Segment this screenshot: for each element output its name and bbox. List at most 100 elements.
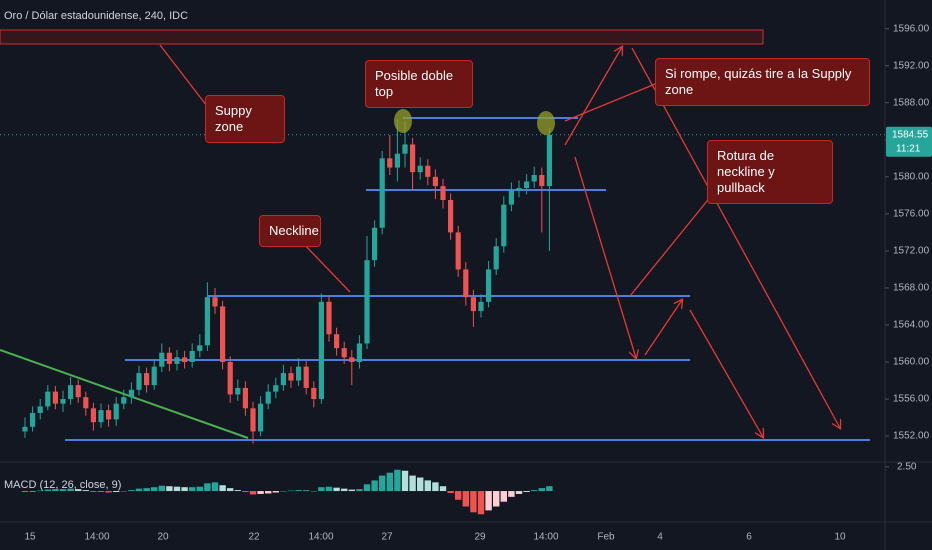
countdown-label: 11:21 — [896, 143, 921, 154]
x-tick-label: Feb — [597, 532, 615, 543]
y-tick-label: 1576.00 — [893, 209, 930, 220]
candle-body — [516, 187, 522, 191]
candle-body — [258, 403, 264, 432]
candle-body — [394, 153, 400, 168]
histogram-bar — [371, 480, 378, 492]
histogram-bar — [280, 491, 287, 492]
y-tick-label: 1580.00 — [893, 171, 930, 182]
candle-body — [68, 385, 74, 400]
x-tick-label: 27 — [381, 532, 393, 543]
histogram-bar — [234, 490, 241, 492]
histogram-bar — [295, 490, 302, 492]
candle-body — [432, 176, 438, 187]
histogram-bar — [120, 491, 127, 492]
candle-body — [45, 391, 51, 407]
candle-body — [364, 260, 370, 344]
candle-body — [455, 232, 461, 270]
candle-body — [60, 399, 66, 404]
candle-body — [417, 165, 423, 173]
candle-body — [197, 345, 203, 351]
histogram-bar — [401, 470, 409, 492]
histogram-bar — [52, 489, 59, 492]
arrow — [689, 309, 763, 437]
callout-pointer — [159, 44, 211, 111]
candle-body — [250, 408, 256, 432]
axes: 1596.001592.001588.001584.001580.001576.… — [24, 23, 932, 543]
x-tick-label: 4 — [657, 532, 663, 543]
y-tick-label: 1552.00 — [893, 431, 930, 442]
candle-body — [235, 387, 241, 395]
highlight — [537, 111, 555, 135]
supply-zone — [0, 29, 764, 45]
candle-body — [75, 385, 81, 398]
histogram-bar — [341, 488, 348, 492]
last-price-label: 1584.55 — [892, 129, 929, 140]
x-tick-label: 20 — [157, 532, 169, 543]
histogram-bar — [211, 482, 219, 492]
histogram-bar — [227, 488, 234, 492]
histogram-bar — [67, 488, 74, 492]
last-price-box — [886, 126, 932, 157]
x-tick-label: 6 — [746, 532, 752, 543]
histogram-bar — [546, 486, 553, 492]
drawings — [0, 29, 870, 441]
candle-body — [98, 410, 104, 423]
histogram-bar — [75, 489, 82, 492]
histogram-bar — [515, 491, 523, 494]
y-tick-label: 1556.00 — [893, 394, 930, 405]
candle-body — [166, 352, 172, 364]
y-tick-label: 1560.00 — [893, 357, 930, 368]
histogram-bar — [105, 491, 112, 493]
histogram-bar — [173, 486, 181, 492]
candle-body — [273, 385, 279, 392]
histogram-bar — [318, 487, 325, 492]
callout-pointer — [564, 81, 661, 122]
histogram-bar — [439, 486, 447, 492]
candle-body — [151, 366, 157, 386]
candle-body — [174, 357, 180, 364]
candle-body — [425, 165, 431, 177]
histogram-bar — [462, 491, 469, 507]
histogram-bar — [531, 490, 538, 492]
annotation: Posible doble top — [365, 60, 473, 108]
histogram-bar — [348, 489, 355, 492]
y-tick-label: 2.50 — [897, 462, 917, 473]
x-tick-label: 15 — [24, 532, 36, 543]
candle-body — [463, 269, 469, 298]
histogram-bar — [500, 491, 507, 502]
candle-body — [546, 134, 552, 187]
candle-body — [493, 246, 499, 270]
y-tick-label: 1596.00 — [893, 23, 930, 34]
histogram-bar — [166, 486, 173, 492]
candle-body — [265, 391, 271, 404]
candle-body — [106, 410, 112, 420]
x-tick-label: 14:00 — [84, 532, 109, 543]
histogram-bar — [44, 489, 51, 492]
histogram-bar — [523, 491, 530, 493]
candle-body — [387, 158, 393, 168]
histogram-bar — [485, 491, 492, 511]
candle-body — [113, 403, 119, 420]
candle-body — [296, 366, 302, 381]
candle-body — [334, 334, 340, 349]
candle-body — [486, 269, 492, 302]
x-tick-label: 29 — [474, 532, 486, 543]
y-tick-label: 1592.00 — [893, 60, 930, 71]
candle-body — [448, 199, 454, 233]
candle-body — [83, 397, 89, 409]
histogram-bar — [310, 491, 317, 492]
candle-body — [303, 366, 309, 388]
candle-body — [227, 362, 233, 395]
histogram-bar — [128, 490, 135, 492]
candle-body — [410, 144, 416, 173]
histogram-bar — [143, 488, 150, 492]
histogram-bar — [37, 490, 44, 492]
histogram-bar — [82, 490, 89, 492]
candle-body — [440, 186, 446, 200]
candle-body — [220, 306, 226, 363]
annotation: Suppy zone — [205, 95, 285, 143]
histogram-bar — [417, 477, 424, 492]
